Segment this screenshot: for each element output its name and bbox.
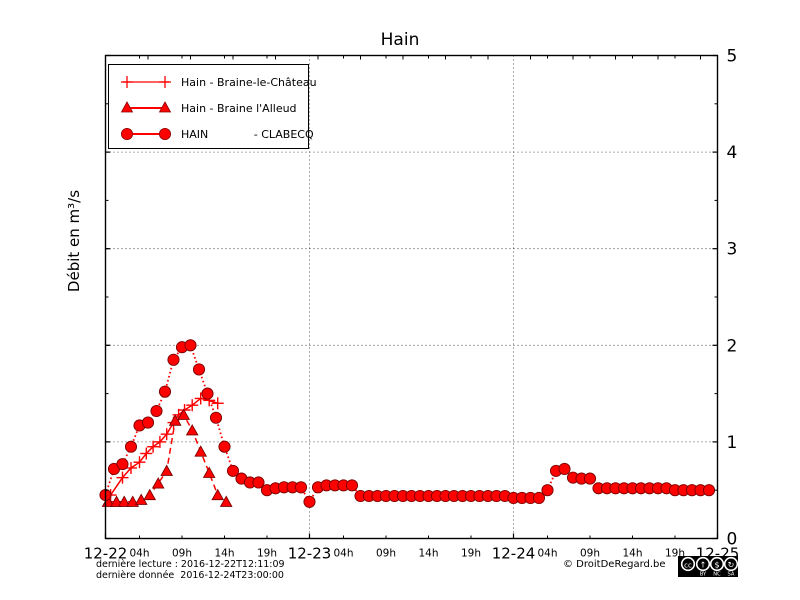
copyright-text: © DroitDeRegard.be xyxy=(563,559,666,570)
svg-text:NC: NC xyxy=(713,572,721,578)
svg-text:04h: 04h xyxy=(537,548,557,560)
svg-text:04h: 04h xyxy=(333,548,353,560)
svg-text:14h: 14h xyxy=(622,548,642,560)
svg-text:19h: 19h xyxy=(257,548,277,560)
svg-text:09h: 09h xyxy=(580,548,600,560)
creative-commons-badge: cc ↑ $ ↻ BY NC SA xyxy=(678,556,739,578)
footer-last-data: dernière donnée 2016-12-24T23:00:00 xyxy=(96,570,284,581)
svg-text:1: 1 xyxy=(727,433,738,453)
chart-title: Hain xyxy=(380,30,420,50)
svg-text:14h: 14h xyxy=(418,548,438,560)
legend-marker-plus-icon xyxy=(117,69,175,95)
svg-text:0: 0 xyxy=(727,530,738,550)
legend-item-hain-clabecq: HAIN - CLABECQ xyxy=(109,121,314,147)
footer-last-reading: dernière lecture : 2016-12-22T12:11:09 xyxy=(96,559,285,570)
legend-item-braine-le-chateau: Hain - Braine-le-Château xyxy=(109,69,317,95)
legend-label: Hain - Braine-le-Château xyxy=(181,75,317,89)
svg-text:2: 2 xyxy=(727,336,738,356)
svg-text:BY: BY xyxy=(700,572,707,578)
svg-text:SA: SA xyxy=(728,572,735,578)
svg-text:19h: 19h xyxy=(461,548,481,560)
legend-item-braine-lalleud: Hain - Braine l'Alleud xyxy=(109,95,308,121)
svg-text:5: 5 xyxy=(727,47,738,67)
svg-text:12-22: 12-22 xyxy=(84,545,128,563)
svg-text:4: 4 xyxy=(727,143,738,163)
legend-marker-triangle-icon xyxy=(117,95,175,121)
svg-text:cc: cc xyxy=(684,561,692,569)
svg-text:04h: 04h xyxy=(129,548,149,560)
svg-text:$: $ xyxy=(714,560,719,569)
svg-text:09h: 09h xyxy=(376,548,396,560)
svg-text:12-23: 12-23 xyxy=(288,545,332,563)
svg-text:14h: 14h xyxy=(214,548,234,560)
svg-text:12-24: 12-24 xyxy=(492,545,536,563)
svg-text:09h: 09h xyxy=(172,548,192,560)
legend-marker-circle-icon xyxy=(117,121,175,147)
svg-text:3: 3 xyxy=(727,240,738,260)
svg-text:↑: ↑ xyxy=(700,560,707,569)
legend: Hain - Braine-le-Château Hain - Braine l… xyxy=(108,64,317,149)
svg-text:↻: ↻ xyxy=(728,560,735,569)
legend-label: Hain - Braine l'Alleud xyxy=(181,101,297,115)
legend-label: HAIN - CLABECQ xyxy=(181,127,314,141)
